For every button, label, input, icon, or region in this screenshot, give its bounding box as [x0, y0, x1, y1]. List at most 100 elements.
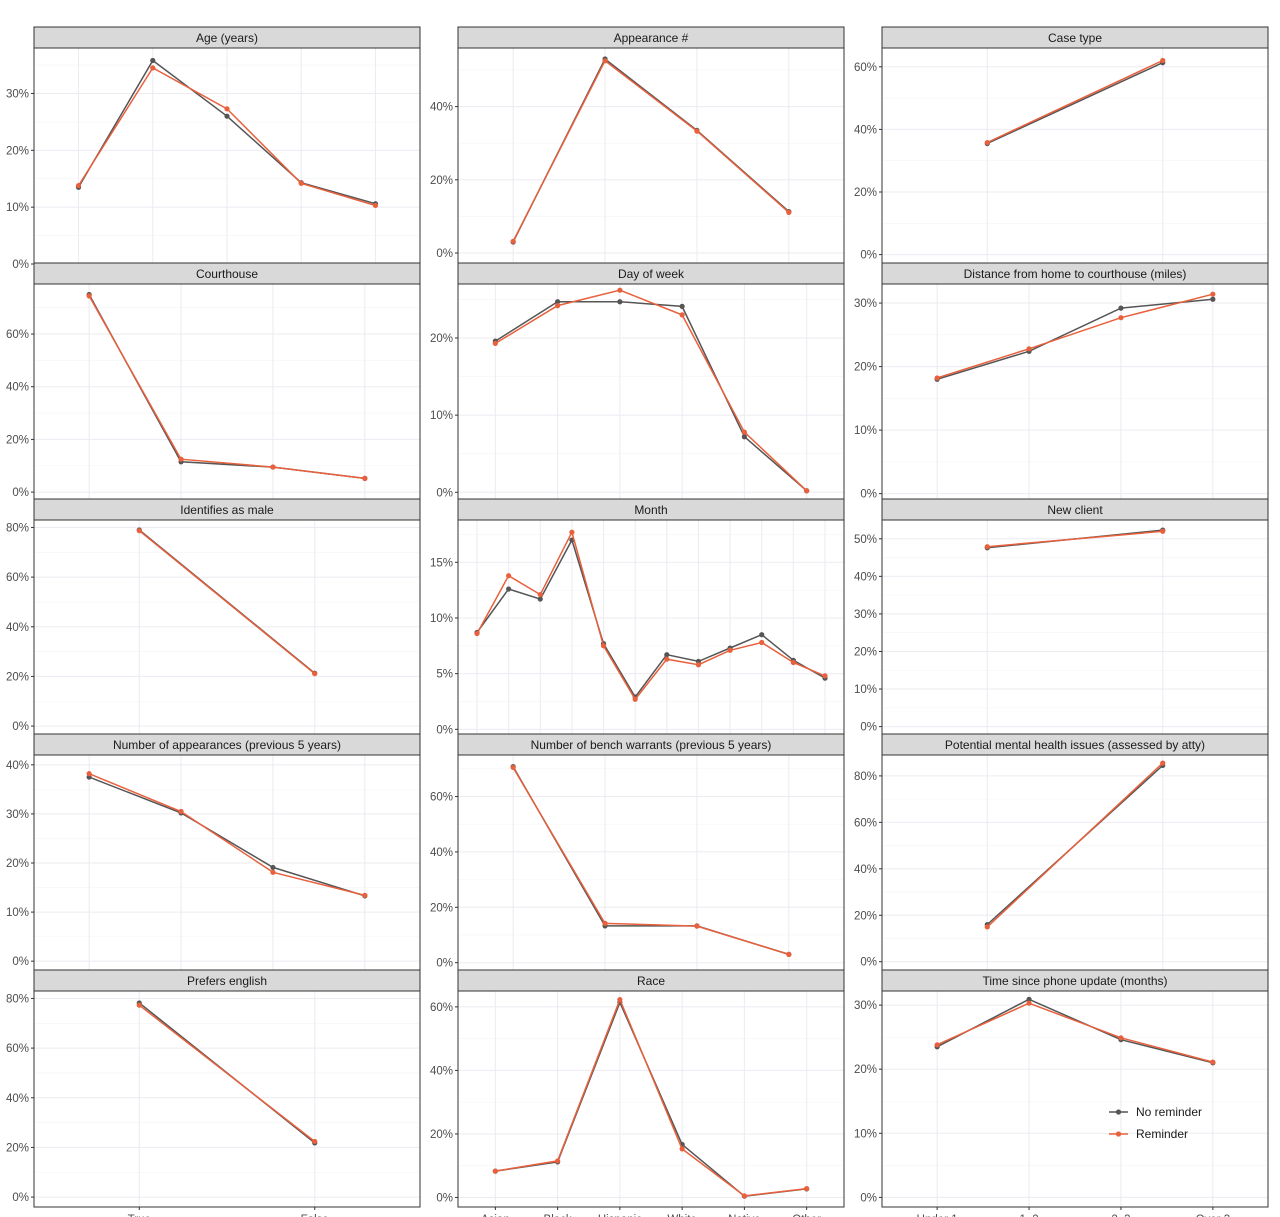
x-tick-label: White	[667, 1214, 696, 1217]
data-point-reminder	[372, 202, 379, 209]
x-tick-label: Over 3	[1196, 1214, 1231, 1217]
data-point-no-reminder	[537, 596, 543, 602]
y-tick-label: 40%	[854, 864, 877, 876]
y-tick-label: 0%	[12, 956, 29, 968]
y-tick-label: 0%	[12, 259, 29, 271]
y-tick-label: 30%	[854, 298, 877, 310]
data-point-reminder	[602, 920, 608, 926]
plot-area	[881, 47, 1269, 265]
y-tick-label: 0%	[436, 1192, 453, 1204]
series-line-reminder	[512, 59, 790, 242]
y-tick-label: 30%	[6, 88, 29, 100]
y-tick-label: 20%	[6, 858, 29, 870]
y-tick-label: 20%	[6, 1142, 29, 1154]
y-tick-label: 60%	[430, 1002, 453, 1014]
plot-area	[881, 754, 1269, 972]
data-point-reminder	[86, 293, 92, 299]
data-point-reminder	[600, 643, 607, 649]
facet-title: Number of bench warrants (previous 5 yea…	[531, 738, 772, 752]
y-tick-label: 0%	[860, 250, 877, 262]
data-point-reminder	[984, 139, 990, 146]
data-point-reminder	[617, 996, 623, 1003]
series-line-no-reminder	[936, 298, 1213, 381]
data-point-reminder	[492, 340, 498, 346]
y-tick-label: 5%	[436, 669, 453, 681]
data-point-reminder	[759, 639, 765, 646]
facet-title: Distance from home to courthouse (miles)	[964, 267, 1187, 281]
x-tick-label: Other	[792, 1214, 821, 1217]
data-point-reminder	[510, 238, 516, 244]
facet-title: Potential mental health issues (assessed…	[945, 738, 1205, 752]
y-tick-label: 20%	[854, 1064, 877, 1076]
legend-key-point	[1115, 1131, 1122, 1137]
data-point-no-reminder	[224, 113, 230, 119]
data-point-reminder	[298, 180, 304, 186]
facet-title: Time since phone update (months)	[983, 974, 1168, 988]
data-point-reminder	[537, 591, 543, 598]
legend-label: No reminder	[1136, 1105, 1202, 1119]
series-line-reminder	[987, 530, 1163, 548]
data-point-reminder	[804, 1185, 810, 1192]
x-tick-label: Hispanic	[598, 1214, 642, 1217]
y-tick-label: 60%	[6, 572, 29, 584]
data-point-reminder	[741, 429, 747, 435]
data-point-reminder	[1160, 760, 1166, 766]
data-point-reminder	[679, 1146, 685, 1152]
facet-title: Number of appearances (previous 5 years)	[113, 738, 341, 752]
data-point-reminder	[136, 1002, 142, 1008]
data-point-reminder	[136, 528, 142, 534]
y-tick-label: 50%	[854, 534, 877, 546]
panel-border	[33, 990, 421, 1208]
y-tick-label: 40%	[854, 571, 877, 583]
plot-area	[457, 519, 845, 737]
data-point-reminder	[1160, 528, 1166, 534]
y-tick-label: 0%	[860, 957, 877, 969]
y-tick-label: 30%	[6, 809, 29, 821]
facet-panel-identifies-as-male: Identifies as male0%20%40%60%80%TrueFals…	[6, 498, 421, 755]
facet-title: Identifies as male	[180, 503, 274, 517]
data-point-reminder	[679, 312, 685, 318]
y-tick-label: 40%	[6, 382, 29, 394]
data-point-no-reminder	[741, 434, 747, 440]
facet-panel-number-of-appearances-previous-5-years: Number of appearances (previous 5 years)…	[6, 733, 421, 990]
data-point-no-reminder	[150, 57, 156, 64]
data-point-reminder	[694, 923, 700, 929]
facet-title: Month	[634, 503, 667, 517]
y-tick-label: 10%	[6, 202, 29, 214]
plot-area	[33, 283, 421, 501]
facet-panel-appearance: Appearance #0%20%40%123–56 or more	[430, 26, 845, 283]
data-point-reminder	[224, 106, 230, 112]
facet-panel-prefers-english: Prefers english 0% 20% 40% 60% 80% True False	[6, 969, 421, 1217]
facet-title: Race	[637, 974, 665, 988]
data-point-reminder	[510, 764, 516, 771]
data-point-reminder	[695, 662, 702, 668]
data-point-reminder	[934, 1042, 940, 1048]
facet-title: Age (years)	[196, 31, 258, 45]
x-tick-label: 2–3	[1111, 1214, 1130, 1217]
y-tick-label: 0%	[12, 487, 29, 499]
data-point-no-reminder	[759, 632, 765, 638]
data-point-reminder	[822, 673, 828, 679]
y-tick-label: 20%	[6, 671, 29, 683]
data-point-no-reminder	[555, 299, 561, 305]
data-point-reminder	[270, 464, 276, 470]
x-tick-label: Asian	[481, 1214, 510, 1217]
y-tick-label: 40%	[6, 760, 29, 772]
data-point-reminder	[506, 573, 512, 579]
facet-panel-age-years: Age (years)0%10%20%30%18–2425–3435–4445–…	[6, 26, 421, 283]
facet-panel-time-since-phone-update-months: Time since phone update (months) 0% 10% 20%…	[854, 969, 1269, 1217]
y-tick-label: 0%	[436, 724, 453, 736]
y-tick-label: 20%	[854, 362, 877, 374]
facet-title: Courthouse	[196, 267, 258, 281]
facet-panel-number-of-bench-warrants-previous-5-years: Number of bench warrants (previous 5 yea…	[430, 733, 845, 990]
data-point-no-reminder	[679, 303, 685, 309]
y-tick-label: 0%	[436, 248, 453, 260]
y-tick-label: 0%	[436, 958, 453, 970]
y-tick-label: 0%	[860, 1192, 877, 1204]
data-point-reminder	[1210, 291, 1216, 297]
data-point-no-reminder	[1210, 296, 1216, 302]
plot-area	[881, 990, 1269, 1208]
data-point-reminder	[362, 475, 368, 481]
